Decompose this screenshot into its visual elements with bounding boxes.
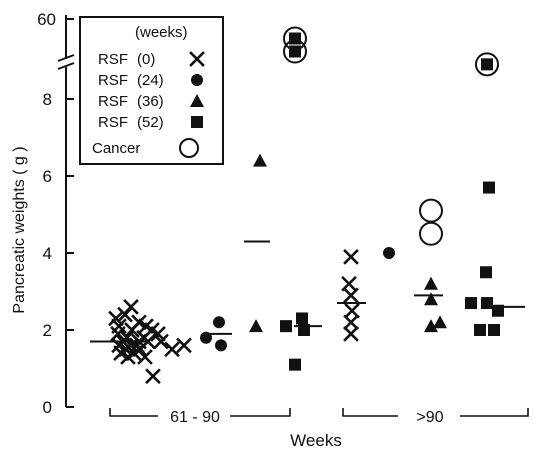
data-point-circle (215, 339, 227, 352)
data-point-x (120, 349, 136, 365)
cancer-ring (419, 221, 443, 246)
cancer-rings (283, 26, 499, 246)
data-point-x (153, 333, 169, 350)
y-tick-label-0: 0 (43, 398, 52, 417)
data-point-square (481, 58, 493, 71)
data-point-square (483, 181, 495, 194)
legend-marker-square (191, 116, 203, 128)
data-point-x (124, 322, 140, 338)
legend-cancer-ring (179, 138, 199, 158)
data-point-x (343, 326, 359, 342)
group-bracket-61-90 (109, 408, 291, 417)
group-label-61-90: 61 - 90 (170, 409, 220, 426)
y-axis-break-mark-1 (57, 62, 75, 70)
legend-cancer-label: Cancer (92, 140, 140, 157)
group-label-over-90: >90 (416, 409, 443, 426)
y-axis-break-mark-2 (57, 54, 75, 62)
data-point-x (343, 287, 359, 304)
y-tick-label-60: 60 (37, 10, 56, 29)
data-point-x (176, 337, 192, 354)
data-point-square-cancer (289, 45, 301, 58)
data-point-x (113, 345, 129, 361)
legend-label-52: RSF (98, 114, 128, 131)
x-axis-label: Weeks (290, 431, 342, 450)
legend-markers (179, 51, 205, 158)
data-point-circle (213, 316, 225, 329)
cancer-ring (419, 198, 443, 223)
data-point-x (110, 326, 126, 342)
data-point-square (289, 358, 301, 371)
data-point-x (117, 306, 133, 323)
legend-week-36: (36) (137, 93, 164, 110)
data-point-square (480, 266, 492, 279)
legend-label-36: RSF (98, 93, 128, 110)
legend-header: (weeks) (135, 24, 188, 41)
mean-lines (90, 240, 525, 343)
legend-week-24: (24) (137, 72, 164, 89)
data-point-x (144, 322, 160, 338)
data-point-square (465, 297, 477, 310)
y-tick-label-2: 2 (43, 321, 52, 340)
cancer-ring (475, 52, 499, 77)
legend-week-52: (52) (137, 114, 164, 131)
data-point-square (280, 320, 292, 333)
data-point-x (126, 345, 142, 361)
legend-box (79, 16, 224, 165)
legend-marker-triangle (190, 94, 204, 107)
group-bracket-over-90 (342, 408, 529, 417)
data-point-square (488, 324, 500, 336)
data-point-square-cancer (289, 32, 301, 45)
data-point-x (132, 341, 148, 358)
data-point-x (150, 326, 166, 342)
y-tick-label-6: 6 (43, 167, 52, 186)
y-tick-label-8: 8 (43, 90, 52, 109)
legend-marker-circle (191, 74, 203, 86)
data-point-square (474, 324, 486, 336)
legend-label-24: RSF (98, 72, 128, 89)
data-point-square (481, 297, 493, 310)
y-tick-label-4: 4 (43, 244, 52, 263)
data-point-x (343, 314, 359, 331)
legend-week-0: (0) (137, 51, 155, 68)
data-point-triangle (433, 315, 447, 329)
legend-label-0: RSF (98, 51, 128, 68)
data-point-x (344, 302, 360, 319)
data-point-x (137, 349, 153, 365)
data-point-circle (383, 247, 395, 259)
legend-marker-x (189, 51, 205, 67)
data-point-triangle (424, 292, 438, 306)
data-point-x (164, 341, 180, 358)
data-point-x (145, 368, 161, 385)
y-axis-label: Pancreatic weights ( g ) (11, 146, 28, 313)
data-point-triangle (424, 276, 438, 290)
data-point-x (343, 249, 359, 265)
data-point-triangle (253, 153, 267, 167)
data-point-triangle (424, 319, 438, 333)
data-point-triangle (249, 319, 263, 333)
data-point-square (296, 312, 308, 325)
data-point-x (108, 310, 124, 327)
